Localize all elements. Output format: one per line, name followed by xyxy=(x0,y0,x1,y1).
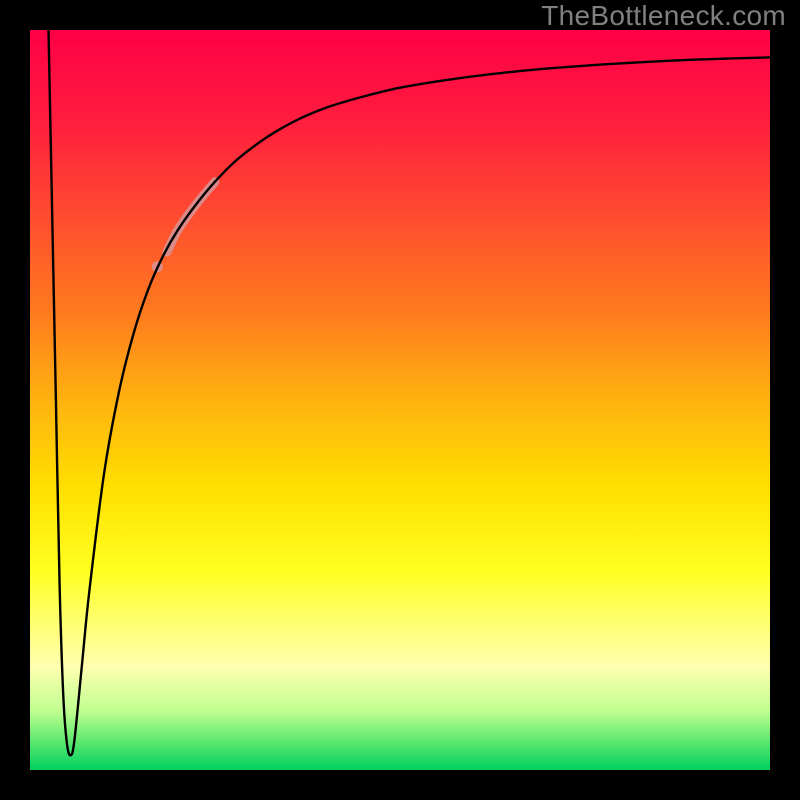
bottleneck-chart xyxy=(0,0,800,800)
chart-container: TheBottleneck.com xyxy=(0,0,800,800)
plot-background xyxy=(30,30,770,770)
watermark-text: TheBottleneck.com xyxy=(541,0,786,32)
